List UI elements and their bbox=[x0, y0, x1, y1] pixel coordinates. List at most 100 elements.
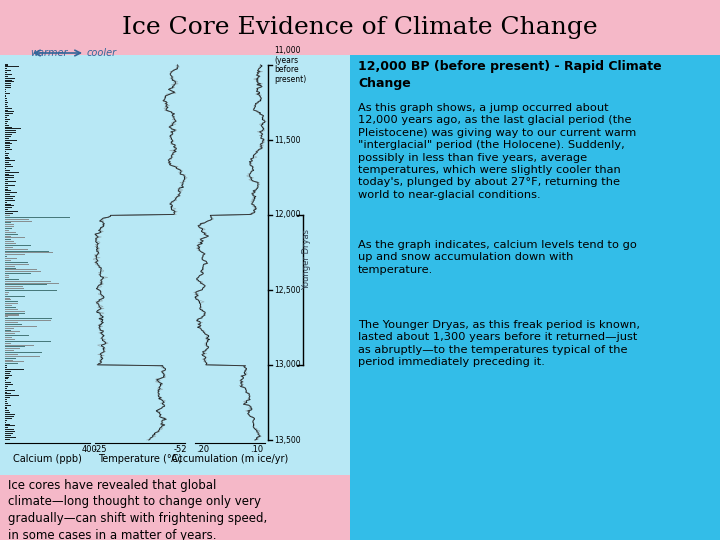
Bar bbox=[5, 410, 9, 411]
Bar bbox=[5, 235, 11, 237]
Bar bbox=[5, 91, 6, 92]
Bar bbox=[5, 132, 16, 133]
Bar bbox=[5, 260, 11, 261]
Text: 12,500: 12,500 bbox=[274, 286, 300, 294]
Bar bbox=[5, 341, 51, 342]
Text: 13,000: 13,000 bbox=[274, 361, 301, 369]
Bar bbox=[5, 228, 12, 229]
Bar bbox=[5, 207, 12, 208]
Text: .20: .20 bbox=[197, 445, 210, 454]
Text: 13,500: 13,500 bbox=[274, 435, 301, 444]
Bar bbox=[5, 85, 11, 86]
Bar bbox=[5, 111, 14, 112]
Bar bbox=[5, 422, 6, 423]
Bar bbox=[5, 258, 17, 259]
Bar bbox=[5, 354, 18, 355]
Bar bbox=[5, 129, 22, 130]
Bar bbox=[5, 70, 11, 71]
Text: 12,000: 12,000 bbox=[274, 211, 300, 219]
Bar bbox=[5, 316, 9, 318]
Bar bbox=[5, 401, 6, 402]
Bar bbox=[5, 232, 17, 233]
Bar bbox=[5, 356, 40, 357]
Bar bbox=[0, 475, 350, 540]
Bar bbox=[5, 98, 7, 99]
Bar bbox=[5, 217, 70, 218]
Bar bbox=[5, 220, 32, 221]
Bar bbox=[5, 357, 16, 359]
Bar bbox=[5, 222, 12, 224]
Bar bbox=[5, 392, 7, 393]
Bar bbox=[5, 298, 11, 299]
Bar bbox=[350, 475, 720, 540]
Bar bbox=[5, 155, 9, 156]
Text: 400: 400 bbox=[82, 445, 98, 454]
Bar bbox=[5, 275, 9, 276]
Bar bbox=[5, 388, 7, 389]
Bar bbox=[5, 136, 11, 137]
Bar bbox=[5, 78, 15, 79]
Bar bbox=[5, 262, 28, 263]
Bar bbox=[5, 68, 6, 69]
Text: warmer: warmer bbox=[30, 48, 68, 58]
Bar bbox=[5, 64, 9, 65]
Bar bbox=[5, 416, 14, 417]
Bar bbox=[5, 301, 19, 302]
Bar bbox=[5, 176, 14, 177]
Bar bbox=[5, 404, 11, 406]
Bar bbox=[5, 241, 14, 242]
Bar bbox=[5, 420, 7, 421]
Bar bbox=[5, 395, 19, 396]
Bar bbox=[5, 320, 51, 321]
Bar bbox=[5, 209, 8, 210]
Bar bbox=[5, 79, 12, 80]
Text: Accumulation (m ice/yr): Accumulation (m ice/yr) bbox=[171, 454, 289, 464]
Bar bbox=[5, 266, 15, 267]
Bar bbox=[5, 281, 50, 282]
Text: 11,000
(years
before
present): 11,000 (years before present) bbox=[274, 46, 306, 84]
Bar bbox=[5, 102, 8, 103]
Bar bbox=[0, 0, 720, 55]
Bar bbox=[5, 376, 9, 377]
Bar bbox=[5, 371, 11, 372]
Bar bbox=[5, 74, 12, 75]
Bar bbox=[5, 437, 16, 438]
Bar bbox=[5, 245, 31, 246]
Bar bbox=[5, 200, 14, 201]
Bar bbox=[5, 181, 16, 182]
Bar bbox=[5, 177, 14, 178]
Bar bbox=[5, 277, 9, 278]
Bar bbox=[5, 72, 7, 73]
Text: Younger Dryas: Younger Dryas bbox=[302, 229, 312, 290]
Bar bbox=[5, 337, 12, 338]
Bar bbox=[5, 412, 10, 413]
Bar bbox=[5, 93, 10, 94]
Text: cooler: cooler bbox=[87, 48, 117, 58]
Bar bbox=[5, 360, 13, 361]
Bar bbox=[5, 431, 14, 432]
Bar bbox=[5, 87, 12, 88]
Bar bbox=[5, 194, 10, 195]
Bar bbox=[5, 373, 9, 374]
Bar bbox=[5, 125, 9, 126]
Bar bbox=[5, 173, 9, 174]
Bar bbox=[5, 279, 19, 280]
Text: -25: -25 bbox=[94, 445, 107, 454]
Bar bbox=[5, 380, 6, 381]
Bar bbox=[5, 348, 20, 349]
Bar bbox=[5, 179, 8, 180]
Bar bbox=[5, 83, 12, 84]
Text: 11,500: 11,500 bbox=[274, 136, 300, 145]
Bar bbox=[5, 435, 11, 436]
Bar bbox=[5, 273, 31, 274]
Bar bbox=[350, 55, 720, 475]
Bar bbox=[5, 239, 12, 240]
Bar bbox=[5, 168, 6, 169]
Bar bbox=[5, 138, 9, 139]
Text: As the graph indicates, calcium levels tend to go
up and snow accumulation down : As the graph indicates, calcium levels t… bbox=[358, 240, 637, 275]
Text: Ice cores have revealed that global
climate—long thought to change only very
gra: Ice cores have revealed that global clim… bbox=[8, 479, 267, 540]
Bar bbox=[5, 367, 7, 368]
Bar bbox=[5, 267, 16, 268]
Bar bbox=[5, 224, 14, 225]
Bar bbox=[5, 335, 29, 336]
